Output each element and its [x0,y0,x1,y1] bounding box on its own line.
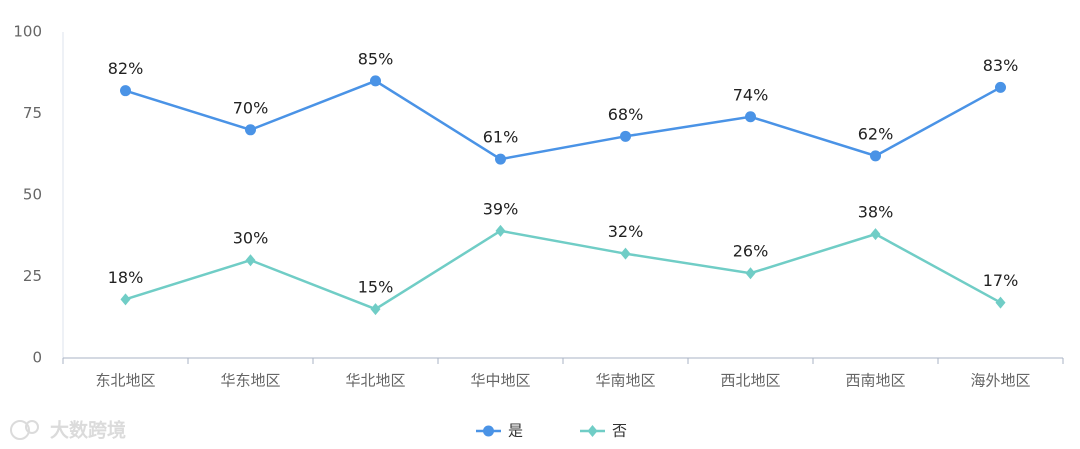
value-label: 39% [483,199,519,218]
value-label: 38% [858,203,894,222]
point [120,85,131,97]
point [995,296,1006,309]
legend-marker [587,425,598,437]
legend-label: 否 [612,422,627,440]
point [745,267,756,280]
point [370,75,381,87]
value-label: 82% [108,59,144,78]
series: 18% 30% 15% 39% 32% 26% 38% 17% [108,199,1019,316]
x-tick-label: 华北地区 [345,372,405,390]
point [745,111,756,123]
line [125,229,1002,311]
point [995,81,1006,93]
y-tick-label: 50 [23,186,42,204]
point [620,130,631,142]
point [245,254,256,267]
legend-label: 是 [508,422,523,440]
value-label: 62% [858,124,894,143]
x-tick-label: 东北地区 [95,372,155,390]
value-label: 68% [608,105,644,124]
x-tick-label: 西南地区 [845,372,905,390]
value-label: 61% [483,128,519,147]
x-tick-label: 华中地区 [470,372,530,390]
y-tick-label: 0 [32,349,42,367]
x-tick-label: 西北地区 [720,372,780,390]
line [125,79,1002,161]
watermark: 大数跨境 [10,419,126,442]
series: 82% 70% 85% 61% 68% 74% 62% 83% [108,49,1019,165]
y-tick-label: 75 [23,104,42,122]
point [245,124,256,136]
x-tick-label: 华南地区 [595,372,655,390]
value-label: 83% [983,56,1019,75]
x-tick-label: 华东地区 [220,372,280,390]
legend-item: 否 [580,422,627,440]
value-label: 26% [733,242,769,261]
legend-item: 是 [476,422,523,440]
y-tick-label: 25 [23,267,42,285]
point [870,228,881,241]
point [370,303,381,316]
value-label: 15% [358,278,394,297]
point [120,293,131,306]
point [870,150,881,162]
value-label: 18% [108,268,144,287]
value-label: 30% [233,229,269,248]
value-label: 70% [233,98,269,117]
point [495,224,506,237]
value-label: 85% [358,49,394,68]
y-tick-label: 100 [13,23,42,41]
point [620,247,631,260]
watermark-logo [10,420,30,440]
watermark-logo [25,420,39,434]
value-label: 17% [983,271,1019,290]
value-label: 74% [733,85,769,104]
x-tick-label: 海外地区 [970,372,1030,390]
legend-marker [483,425,494,437]
point [495,153,506,165]
value-label: 32% [608,222,644,241]
watermark-text: 大数跨境 [50,419,126,442]
